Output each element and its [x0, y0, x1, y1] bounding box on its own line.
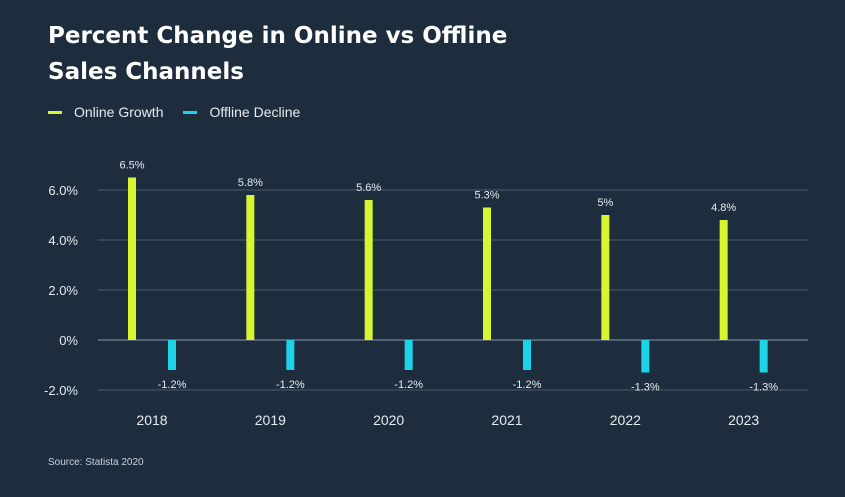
bar-offline: [759, 340, 768, 373]
bar-offline: [404, 340, 413, 370]
data-label-online: 5.6%: [356, 182, 381, 194]
data-label-offline: -1.2%: [158, 379, 187, 391]
legend-swatch-offline: [183, 110, 198, 114]
x-tick-label: 2023: [728, 412, 759, 428]
data-label-offline: -1.2%: [513, 379, 542, 391]
data-label-online: 4.8%: [711, 202, 736, 214]
y-tick-label: -2.0%: [44, 383, 78, 398]
x-tick-label: 2019: [255, 412, 286, 428]
legend-item-online: Online Growth: [48, 104, 163, 120]
data-label-offline: -1.2%: [394, 379, 423, 391]
legend-item-offline: Offline Decline: [183, 104, 300, 120]
x-tick-label: 2018: [136, 412, 167, 428]
data-label-online: 5.3%: [474, 190, 499, 202]
data-label-online: 5%: [597, 197, 613, 209]
bar-online: [128, 177, 136, 340]
bar-online: [601, 215, 610, 340]
bar-online: [483, 207, 491, 340]
data-label-online: 5.8%: [238, 177, 263, 189]
data-label-online: 6.5%: [119, 160, 144, 172]
x-tick-label: 2021: [491, 412, 522, 428]
x-tick-label: 2022: [610, 412, 641, 428]
y-tick-label: 0%: [59, 333, 78, 348]
bar-online: [719, 220, 728, 340]
bar-online: [246, 195, 255, 340]
y-tick-label: 6.0%: [48, 183, 78, 198]
legend-label-offline: Offline Decline: [209, 104, 301, 120]
legend-swatch-online: [48, 110, 62, 114]
bar-offline: [641, 340, 650, 373]
data-label-offline: -1.3%: [631, 382, 660, 394]
chart-legend: Online Growth Offline Decline: [48, 104, 300, 120]
bar-offline: [168, 340, 176, 370]
chart-title: Percent Change in Online vs Offline Sale…: [48, 23, 508, 85]
y-tick-label: 2.0%: [48, 283, 78, 298]
data-label-offline: -1.2%: [276, 379, 305, 391]
y-tick-label: 4.0%: [48, 233, 78, 248]
bar-offline: [286, 340, 295, 370]
bar-online: [364, 200, 373, 340]
legend-label-online: Online Growth: [74, 104, 164, 120]
bar-offline: [523, 340, 531, 370]
x-tick-label: 2020: [373, 412, 404, 428]
data-label-offline: -1.3%: [749, 382, 778, 394]
source-note: Source: Statista 2020: [48, 457, 144, 468]
